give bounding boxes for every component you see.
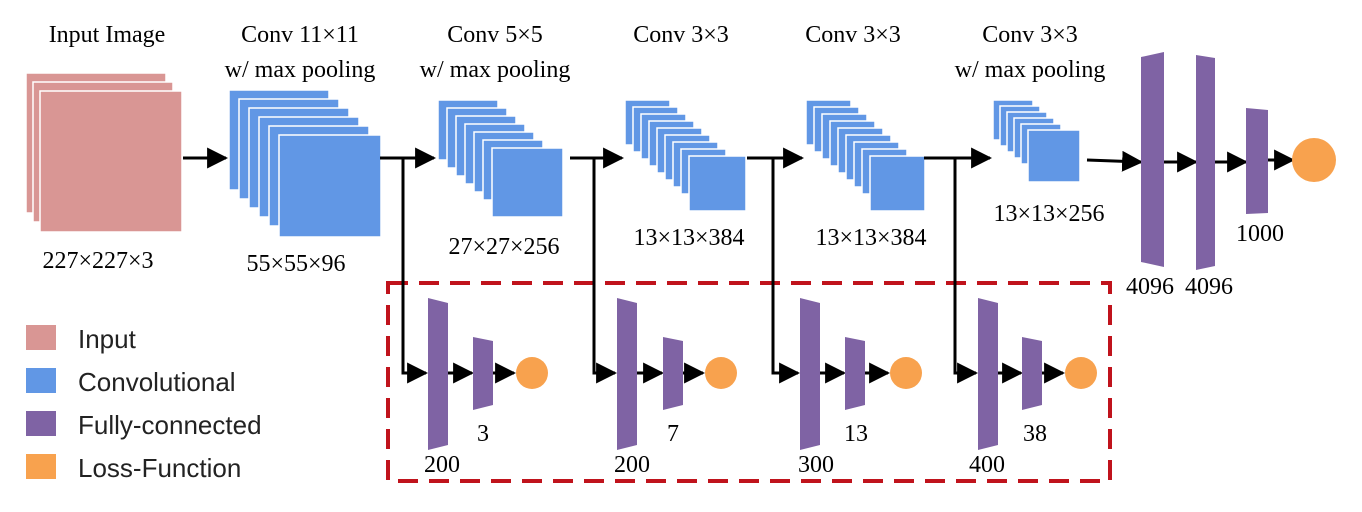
branch-1-fc2 (473, 337, 493, 410)
main-fc-layers (1141, 52, 1268, 270)
stage-subtitle-conv5: w/ max pooling (955, 57, 1106, 83)
branch-3-fc1-label: 300 (798, 452, 834, 478)
branch-1-fc1-label: 200 (424, 452, 460, 478)
branch-2-fc2 (663, 337, 683, 410)
fc-label-4096-b: 4096 (1185, 274, 1233, 300)
legend: Input Convolutional Fully-connected Loss… (26, 324, 262, 483)
branch-3: 300 13 (771, 158, 922, 478)
main-loss-node (1292, 138, 1336, 182)
branch-2-tap-arrow (592, 158, 618, 384)
conv5-feature-map (1027, 129, 1081, 183)
branch-4-loss-node (1065, 357, 1097, 389)
branch-1-fc1 (428, 298, 448, 450)
stage-title-conv5: Conv 3×3 (982, 22, 1078, 48)
conv4-dims: 13×13×384 (815, 225, 926, 251)
fc-label-4096-a: 4096 (1126, 274, 1174, 300)
branch-4-tap-arrow (953, 158, 979, 384)
conv2-stack (437, 99, 564, 218)
fc-layer-4096-a (1141, 52, 1164, 267)
auxiliary-branches-box (386, 281, 1112, 483)
stage-title-conv4: Conv 3×3 (805, 22, 901, 48)
branch-3-loss-node (890, 357, 922, 389)
branch-1-fc2-label: 3 (477, 421, 489, 447)
conv5-stack (992, 99, 1081, 183)
legend-label-input: Input (78, 324, 137, 354)
conv3-dims: 13×13×384 (633, 225, 744, 251)
conv5-dims: 13×13×256 (993, 201, 1104, 227)
conv3-feature-map (688, 155, 747, 212)
conv2-feature-map (491, 147, 564, 218)
conv1-feature-map (278, 134, 382, 238)
fc-layer-4096-b (1196, 55, 1215, 270)
branch-2-loss-node (705, 357, 737, 389)
branch-4-fc1 (978, 298, 998, 450)
legend-swatch-fully-connected (26, 411, 56, 436)
branch-4: 400 38 (953, 158, 1097, 478)
branch-4-fc1-label: 400 (969, 452, 1005, 478)
branch-3-tap-arrow (771, 158, 801, 384)
conv2-dims: 27×27×256 (448, 234, 559, 260)
conv4-feature-map (869, 155, 926, 212)
main-flow-arrows (183, 147, 1296, 173)
branch-2-fc2-label: 7 (667, 421, 679, 447)
legend-label-convolutional: Convolutional (78, 367, 236, 397)
branch-4-fc2-label: 38 (1023, 421, 1047, 447)
conv3-stack (624, 99, 747, 212)
input-dims: 227×227×3 (42, 248, 153, 274)
branch-3-fc2-label: 13 (844, 421, 868, 447)
legend-label-loss-function: Loss-Function (78, 453, 241, 483)
stage-title-conv2: Conv 5×5 (447, 22, 543, 48)
stage-title-conv1: Conv 11×11 (241, 22, 359, 48)
stage-subtitle-conv2: w/ max pooling (420, 57, 571, 83)
fc-layer-1000 (1246, 108, 1268, 214)
conv1-stack (228, 89, 382, 238)
stage-title-conv3: Conv 3×3 (633, 22, 729, 48)
fc-label-1000: 1000 (1236, 221, 1284, 247)
legend-swatch-loss-function (26, 454, 56, 479)
branch-1-tap-arrow (401, 158, 429, 384)
branch-4-fc2 (1022, 337, 1042, 410)
arrow-conv5-fc1 (1086, 150, 1144, 172)
branch-2-fc1 (617, 298, 637, 450)
conv4-stack (805, 99, 926, 212)
stage-subtitle-conv1: w/ max pooling (225, 57, 376, 83)
branch-1-loss-node (516, 357, 548, 389)
input-image-stack (25, 72, 183, 233)
branch-2-fc1-label: 200 (614, 452, 650, 478)
branch-3-fc1 (800, 298, 820, 450)
legend-swatch-input (26, 325, 56, 350)
conv1-dims: 55×55×96 (246, 251, 345, 277)
legend-label-fully-connected: Fully-connected (78, 410, 262, 440)
legend-swatch-convolutional (26, 368, 56, 393)
stage-title-input: Input Image (49, 22, 166, 48)
branch-3-fc2 (845, 337, 865, 410)
